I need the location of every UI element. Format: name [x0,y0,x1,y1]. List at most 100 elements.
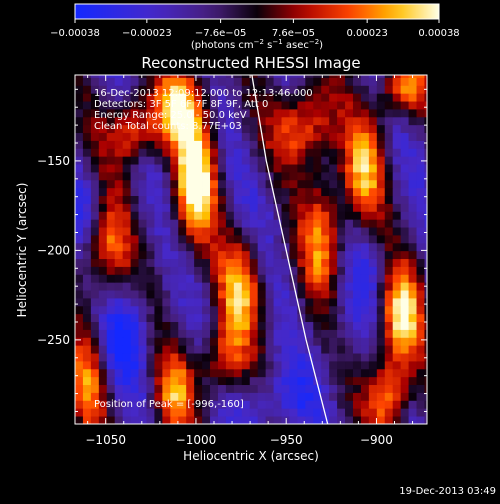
heatmap-cell [305,258,314,267]
heatmap-cell [376,156,386,165]
heatmap-cell [233,408,243,417]
heatmap-cell [376,321,386,330]
heatmap-cell [360,172,370,181]
heatmap-cell [281,235,290,244]
heatmap-cell [233,298,243,307]
heatmap-cell [400,361,409,370]
heatmap-cell [352,179,362,189]
heatmap-cell [384,156,394,165]
heatmap-cell [352,361,362,370]
heatmap-cell [321,282,330,291]
heatmap-cell [98,179,108,189]
heatmap-cell [82,140,92,149]
heatmap-cell [281,400,290,409]
heatmap-cell [360,93,370,102]
heatmap-cell [225,211,235,220]
heatmap-cell [408,329,417,338]
heatmap-cell [178,124,187,134]
heatmap-cell [337,219,346,228]
heatmap-cell [337,258,346,267]
heatmap-cell [178,242,187,252]
heatmap-cell [281,376,290,386]
heatmap-cell [408,116,417,126]
heatmap-cell [345,305,354,315]
heatmap-cell [329,172,338,181]
heatmap-cell [289,164,298,173]
heatmap-cell [384,242,394,252]
heatmap-cell [249,321,259,330]
heatmap-cell [392,353,402,362]
heatmap-cell [329,353,338,362]
heatmap-cell [368,164,378,173]
heatmap-cell [75,368,84,378]
heatmap-cell [138,250,147,260]
heatmap-cell [297,85,306,94]
heatmap-cell [281,227,290,236]
heatmap-cell [241,250,251,260]
heatmap-cell [233,376,243,386]
heatmap-cell [178,187,187,197]
heatmap-cell [249,195,259,204]
heatmap-cell [408,179,417,189]
heatmap-cell [273,93,282,102]
heatmap-cell [273,416,282,424]
heatmap-cell [273,282,282,291]
heatmap-cell [194,77,203,86]
heatmap-cell [392,376,402,386]
heatmap-cell [162,195,171,204]
heatmap-cell [217,164,227,173]
heatmap-cell [241,85,251,94]
heatmap-cell [360,148,370,157]
heatmap-cell [416,164,425,173]
heatmap-cell [297,164,306,173]
heatmap-cell [90,298,100,307]
heatmap-cell [400,274,409,283]
heatmap-cell [154,329,163,338]
heatmap-cell [186,101,195,110]
heatmap-cell [146,337,155,346]
heatmap-cell [249,179,259,189]
heatmap-cell [289,172,298,181]
heatmap-cell [194,124,203,134]
heatmap-cell [337,298,346,307]
heatmap-cell [400,242,409,252]
heatmap-cell [424,179,427,189]
heatmap-cell [90,203,100,212]
heatmap-cell [384,109,394,118]
heatmap-cell [178,235,187,244]
heatmap-cell [162,258,171,267]
heatmap-cell [368,179,378,189]
heatmap-cell [225,376,235,386]
heatmap-cell [233,329,243,338]
image-annotations: 16-Dec-2013 12:09:12.000 to 12:13:46.000… [94,88,313,132]
heatmap-cell [289,124,298,134]
heatmap-cell [98,156,108,165]
heatmap-cell [75,164,84,173]
heatmap-cell [400,290,409,299]
heatmap-cell [210,337,219,346]
heatmap-cell [202,242,211,252]
heatmap-cell [400,132,409,141]
heatmap-cell [114,258,124,267]
heatmap-cell [289,337,298,346]
heatmap-cell [233,211,243,220]
heatmap-cell [170,242,179,252]
heatmap-cell [281,345,290,354]
heatmap-cell [368,219,378,228]
heatmap-cell [384,345,394,354]
heatmap-cell [345,345,354,354]
heatmap-cell [329,124,338,134]
heatmap-cell [313,164,322,173]
heatmap-cell [257,274,267,283]
heatmap-cell [321,235,330,244]
heatmap-cell [297,219,306,228]
heatmap-cell [146,250,155,260]
heatmap-cell [329,179,338,189]
heatmap-cell [424,132,427,141]
heatmap-cell [130,353,139,362]
heatmap-cell [281,116,290,126]
heatmap-cell [376,298,386,307]
heatmap-cell [178,384,187,393]
heatmap-cell [130,148,139,157]
heatmap-cell [408,416,417,424]
